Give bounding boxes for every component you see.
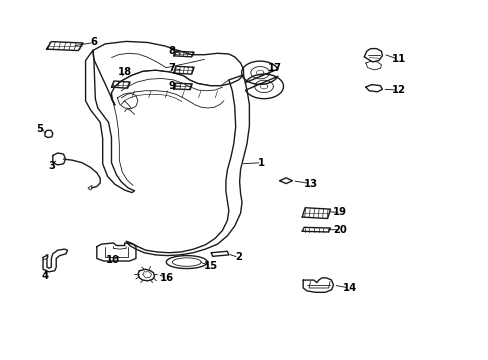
Text: 3: 3	[48, 161, 55, 171]
Text: 14: 14	[342, 283, 356, 293]
Text: 1: 1	[258, 158, 264, 168]
Text: 18: 18	[118, 67, 131, 77]
Text: 5: 5	[37, 124, 43, 134]
Text: 15: 15	[204, 261, 218, 271]
Text: 11: 11	[390, 54, 405, 64]
Text: 7: 7	[168, 63, 175, 73]
Text: 13: 13	[303, 179, 317, 189]
Text: 8: 8	[168, 46, 175, 56]
Text: 2: 2	[235, 252, 242, 262]
Text: 12: 12	[391, 85, 405, 95]
Text: 20: 20	[332, 225, 346, 235]
Text: 17: 17	[267, 63, 281, 73]
Text: 16: 16	[160, 273, 174, 283]
Text: 19: 19	[332, 207, 346, 217]
Text: 6: 6	[90, 37, 97, 48]
Text: 9: 9	[168, 81, 175, 91]
Text: 10: 10	[105, 255, 119, 265]
Text: 4: 4	[41, 271, 48, 282]
